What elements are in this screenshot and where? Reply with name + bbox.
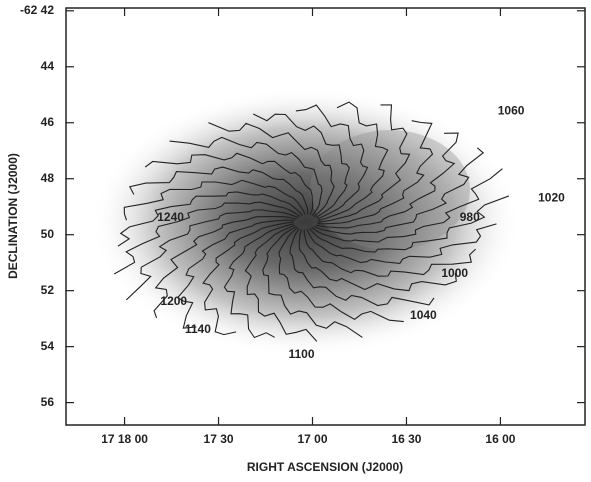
y-tick-label: -62 42	[20, 3, 54, 17]
y-tick-label: 56	[41, 395, 55, 409]
y-tick-label: 54	[41, 339, 55, 353]
y-tick-label: 50	[41, 227, 55, 241]
y-axis-label: DECLINATION (J2000)	[6, 153, 20, 279]
x-tick-label: 16 00	[485, 432, 515, 446]
x-tick-label: 17 00	[297, 432, 327, 446]
chart: RIGHT ASCENSION (J2000) DECLINATION (J20…	[0, 0, 591, 482]
x-axis-label: RIGHT ASCENSION (J2000)	[247, 460, 403, 474]
contour-label: 1100	[289, 347, 315, 361]
y-tick-label: 48	[41, 171, 55, 185]
x-tick-label: 16 30	[391, 432, 421, 446]
x-tick-label: 17 30	[204, 432, 234, 446]
contour-label: 1020	[538, 190, 565, 204]
y-tick-label: 46	[41, 115, 55, 129]
contour-label: 1240	[157, 210, 184, 224]
contour-label: 1040	[410, 308, 437, 322]
contour-label: 1060	[498, 104, 525, 118]
contour-label: 1000	[441, 266, 468, 280]
x-tick-label: 17 18 00	[101, 432, 148, 446]
y-tick-label: 52	[41, 283, 55, 297]
contour-label: 1140	[185, 322, 211, 336]
y-tick-label: 44	[41, 59, 55, 73]
contour-label: 1200	[160, 294, 187, 308]
contour-label: 980	[460, 210, 480, 224]
